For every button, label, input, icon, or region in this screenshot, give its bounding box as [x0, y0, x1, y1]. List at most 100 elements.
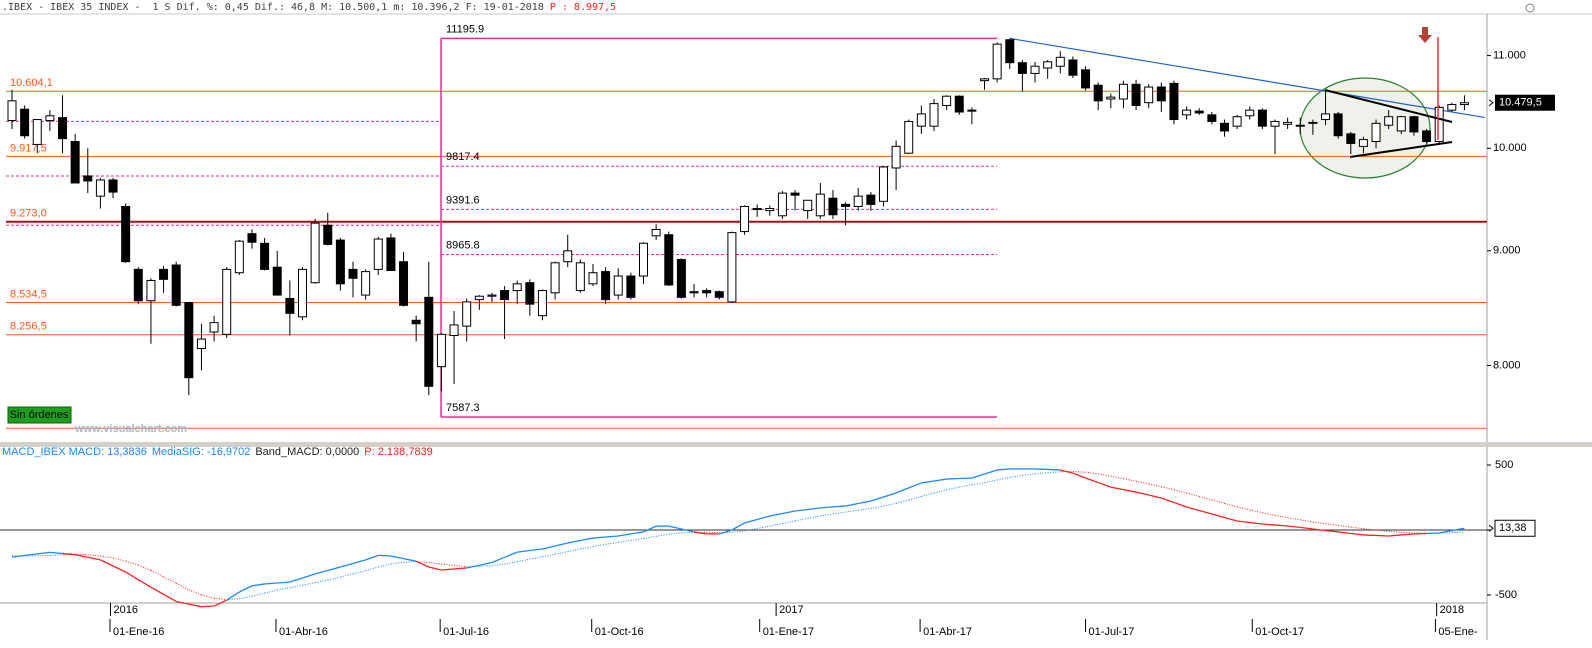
x-tick-label: 05-Ene- — [1438, 626, 1477, 638]
candle-body — [904, 120, 914, 154]
signal-segment — [1110, 475, 1124, 480]
signal-segment — [1161, 486, 1175, 491]
macd-segment — [1363, 534, 1377, 537]
macd-segment — [895, 487, 909, 494]
signal-segment — [1034, 472, 1048, 475]
candle-body — [1093, 84, 1103, 102]
header-bar — [0, 0, 1487, 14]
macd-segment — [1274, 524, 1288, 527]
signal-segment — [744, 527, 758, 532]
header-info: .IBEX - IBEX 35 INDEX - 1 S Dif. %: 0,45… — [2, 2, 544, 13]
signal-segment — [908, 495, 922, 501]
macd-segment — [1224, 516, 1238, 522]
signal-segment — [100, 555, 114, 559]
signal-segment — [378, 563, 392, 568]
orders-button-label[interactable]: Sin órdenes — [10, 409, 69, 421]
signal-segment — [1072, 471, 1086, 473]
signal-segment — [959, 484, 972, 488]
candle-body — [626, 275, 636, 298]
candle-body — [866, 194, 876, 205]
x-tick-label: 01-Ene-16 — [113, 626, 164, 638]
candle-body — [1207, 114, 1217, 122]
candle-body — [196, 338, 206, 350]
signal-segment — [226, 598, 240, 601]
x-tick-label: 01-Jul-17 — [1089, 626, 1135, 638]
signal-segment — [1300, 519, 1313, 523]
candle-body — [1333, 113, 1343, 137]
macd-segment — [314, 569, 328, 575]
macd-segment — [415, 560, 430, 568]
signal-segment — [731, 530, 745, 533]
candle-body — [790, 192, 800, 196]
x-tick-label: 01-Abr-17 — [923, 626, 972, 638]
macd-segment — [112, 565, 126, 573]
signal-segment — [1388, 530, 1402, 533]
macd-segment — [37, 551, 50, 555]
y-tick-label: 9.000 — [1493, 245, 1521, 257]
level-label: 9.273,0 — [10, 208, 47, 220]
macd-segment — [971, 473, 985, 479]
candle-body — [1358, 139, 1368, 147]
candle-body — [1043, 61, 1053, 69]
signal-segment — [946, 486, 960, 491]
candle-body — [588, 272, 598, 285]
header-price: P : 8.997,5 — [550, 2, 616, 13]
candle-body — [1131, 83, 1141, 106]
macd-segment — [176, 600, 189, 605]
macd-segment — [1350, 532, 1364, 536]
signal-segment — [845, 509, 859, 513]
macd-segment — [1237, 520, 1250, 524]
macd-header-item: Band_MACD: 0,0000 — [255, 446, 359, 458]
signal-segment — [1199, 495, 1212, 501]
macd-segment — [1426, 532, 1440, 535]
candle-body — [95, 179, 105, 197]
macd-header-item: MediaSIG: -16,9702 — [152, 446, 250, 458]
macd-segment — [782, 510, 796, 515]
macd-segment — [1439, 530, 1452, 534]
candle-body — [1245, 109, 1255, 117]
macd-segment — [226, 591, 240, 601]
retracement-label: 7587.3 — [446, 402, 480, 414]
candle-body — [1232, 116, 1242, 127]
signal-segment — [277, 587, 290, 591]
candle-body — [260, 242, 270, 270]
macd-segment — [719, 529, 733, 535]
macd-segment — [1199, 509, 1213, 515]
signal-segment — [49, 554, 63, 556]
candle-body — [1156, 86, 1166, 102]
signal-segment — [352, 570, 366, 575]
candle-body — [752, 208, 762, 211]
signal-segment — [984, 479, 998, 484]
signal-segment — [895, 499, 909, 504]
macd-segment — [491, 556, 505, 564]
macd-segment — [1401, 533, 1414, 536]
orders-button[interactable] — [7, 406, 72, 424]
retracement-label: 8965.8 — [446, 239, 480, 251]
signal-segment — [858, 507, 871, 511]
candle-body — [1219, 122, 1229, 132]
level-label: 10.604,1 — [10, 77, 53, 89]
macd-segment — [352, 559, 366, 565]
macd-segment — [630, 531, 644, 535]
macd-segment — [1186, 506, 1200, 512]
candle-body — [7, 100, 17, 121]
signal-segment — [1375, 529, 1389, 532]
macd-segment — [1060, 469, 1074, 474]
candle-body — [550, 262, 560, 294]
signal-segment — [365, 566, 379, 572]
candle-body — [159, 268, 169, 280]
candle-body — [184, 302, 194, 379]
signal-segment — [782, 520, 796, 524]
candle-body — [58, 117, 68, 140]
candle-body — [1283, 121, 1293, 125]
axis-handle[interactable] — [1525, 3, 1535, 13]
candle-body — [146, 279, 156, 302]
macd-segment — [1300, 526, 1313, 530]
triangle-lower — [1349, 141, 1453, 158]
candle-body — [1194, 110, 1204, 114]
level-label: 8.534,5 — [10, 288, 47, 300]
macd-segment — [921, 480, 935, 484]
macd-segment — [1148, 494, 1162, 499]
candle-body — [740, 205, 750, 233]
candle-body — [512, 283, 522, 292]
